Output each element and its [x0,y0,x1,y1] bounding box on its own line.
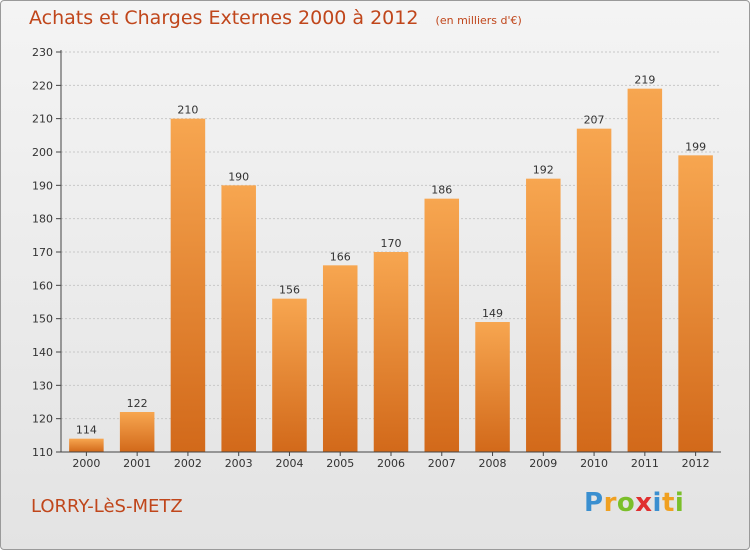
y-tick-label: 120 [32,413,53,426]
bars [69,88,713,453]
bar-2003 [221,185,256,453]
bar-value-label: 219 [634,74,655,87]
y-tick-label: 150 [32,313,53,326]
bar-value-label: 210 [177,104,198,117]
bar-2000 [69,438,104,452]
bar-2001 [119,412,155,452]
logo-letter: i [652,488,662,518]
bar-value-label: 156 [279,284,300,297]
proxiti-logo[interactable]: Proxiti [584,488,684,518]
bar-value-label: 149 [482,307,503,320]
y-tick-label: 160 [32,279,53,292]
logo-letter: P [584,488,604,518]
bar-2006 [373,252,409,452]
x-tick-label: 2000 [72,457,100,470]
x-tick-label: 2009 [529,457,557,470]
logo-letter: r [603,488,617,518]
bar-value-label: 122 [127,397,148,410]
chart-title: Achats et Charges Externes 2000 à 2012 (… [29,7,522,29]
bar-2011 [627,88,663,453]
logo-letter: i [674,488,685,518]
bar-value-label: 192 [533,164,554,177]
y-tick-label: 130 [32,379,53,392]
commune-name: LORRY-LèS-METZ [31,496,183,517]
y-tick-label: 170 [32,246,53,259]
logo-letter: o [616,488,636,518]
chart-unit: (en milliers d'€) [435,14,522,27]
bar-2004 [272,298,307,452]
y-tick-label: 190 [32,179,53,192]
x-tick-label: 2007 [428,457,456,470]
x-tick-label: 2006 [377,457,405,470]
bar-value-label: 190 [228,170,249,183]
labels: 110 120 130 140 150 160 170 180 190 200 210 220 230 1… [32,46,710,470]
y-tick-label: 230 [32,46,53,59]
logo-letter: t [661,488,675,518]
bar-2010 [576,128,612,452]
axes [56,50,721,456]
x-tick-label: 2004 [275,457,303,470]
bar-value-label: 166 [330,250,351,263]
y-tick-label: 140 [32,346,53,359]
logo-letter: x [635,488,653,518]
bar-2008 [475,322,510,452]
x-tick-label: 2011 [631,457,659,470]
chart-title-text: Achats et Charges Externes 2000 à 2012 [29,7,419,29]
bar-value-label: 186 [431,184,452,197]
y-tick-label: 200 [32,146,53,159]
bar-value-label: 114 [76,424,97,437]
bar-2005 [322,265,358,452]
y-tick-label: 180 [32,213,53,226]
x-tick-label: 2002 [174,457,202,470]
x-tick-label: 2008 [479,457,507,470]
y-tick-label: 210 [32,113,53,126]
x-tick-label: 2012 [682,457,710,470]
bar-2007 [424,198,460,452]
y-tick-label: 220 [32,79,53,92]
x-tick-label: 2005 [326,457,354,470]
x-tick-label: 2003 [225,457,253,470]
bar-value-label: 170 [381,237,402,250]
bar-2002 [170,118,206,453]
x-tick-label: 2001 [123,457,151,470]
bar-2012 [678,155,713,453]
x-tick-label: 2010 [580,457,608,470]
bar-2009 [526,178,561,452]
bar-value-label: 207 [584,114,605,127]
bar-value-label: 199 [685,140,706,153]
y-tick-label: 110 [32,446,53,459]
